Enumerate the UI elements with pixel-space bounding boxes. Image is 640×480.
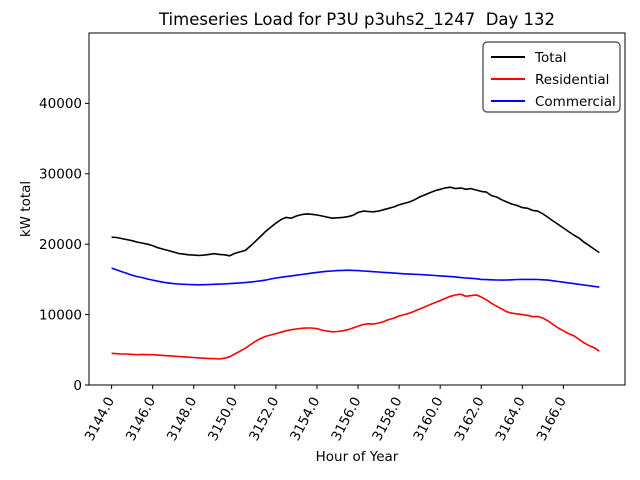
x-tick-label: 3162.0: [451, 394, 487, 443]
y-axis-ticks: 0 10000 20000 30000 40000: [39, 96, 89, 394]
legend: Total Residential Commercial: [482, 41, 621, 113]
y-tick-label: 40000: [39, 96, 82, 112]
y-tick-label: 10000: [39, 307, 82, 323]
y-tick-label: 30000: [39, 167, 82, 183]
residential-line: [111, 293, 600, 360]
x-tick-label: 3150.0: [205, 394, 241, 443]
series-lines: [111, 186, 600, 360]
x-tick-label: 3144.0: [82, 394, 118, 443]
x-axis-label: Hour of Year: [316, 449, 399, 465]
commercial-line: [111, 267, 600, 288]
x-tick-label: 3156.0: [328, 394, 364, 443]
legend-label-residential: Residential: [535, 72, 609, 88]
x-tick-label: 3152.0: [246, 394, 282, 443]
legend-label-commercial: Commercial: [535, 94, 616, 110]
y-tick-label: 20000: [39, 237, 82, 253]
x-tick-label: 3146.0: [123, 394, 159, 443]
chart-title: Timeseries Load for P3U p3uhs2_1247 Day …: [158, 10, 555, 30]
x-tick-label: 3166.0: [534, 394, 570, 443]
x-tick-label: 3148.0: [164, 394, 200, 443]
total-line: [111, 186, 600, 257]
legend-box: [482, 41, 621, 113]
y-axis-label: kW total: [18, 181, 34, 237]
y-tick-label: 0: [73, 378, 82, 394]
x-tick-label: 3160.0: [410, 394, 446, 443]
legend-label-total: Total: [534, 50, 567, 66]
x-tick-label: 3154.0: [287, 394, 323, 443]
x-tick-label: 3164.0: [493, 394, 529, 443]
x-axis-ticks: 3144.0 3146.0 3148.0 3150.0 3152.0 3154.0 3156…: [82, 385, 570, 444]
x-tick-label: 3158.0: [369, 394, 405, 443]
